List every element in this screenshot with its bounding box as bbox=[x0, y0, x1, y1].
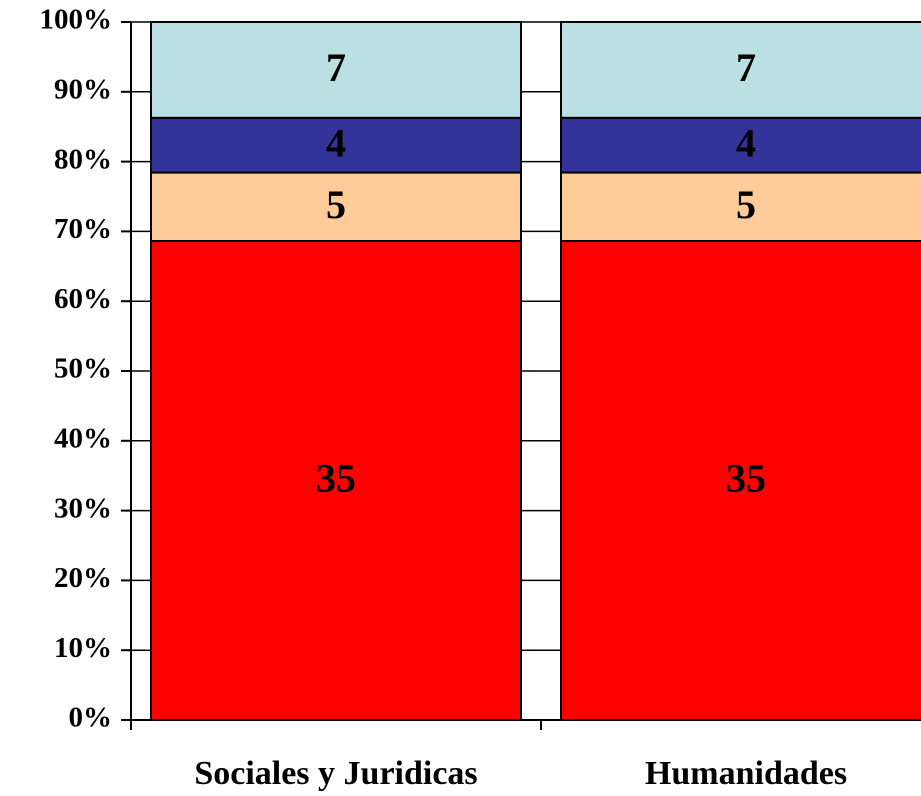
bar-segment bbox=[560, 171, 921, 242]
data-label: 4 bbox=[326, 120, 346, 165]
data-label: 7 bbox=[326, 45, 346, 90]
x-tick-label: Humanidades bbox=[645, 755, 847, 792]
bar-segment bbox=[560, 116, 921, 174]
bar-segment bbox=[150, 21, 522, 119]
bar-segment bbox=[560, 21, 921, 119]
data-label: 35 bbox=[726, 456, 766, 501]
y-tick-label: 70% bbox=[54, 213, 112, 245]
y-tick-label: 0% bbox=[69, 702, 113, 734]
x-tick-label: Sociales y Juridicas bbox=[194, 755, 477, 792]
data-label: 7 bbox=[736, 45, 756, 90]
bar-segment bbox=[150, 116, 522, 174]
y-tick-label: 90% bbox=[54, 73, 112, 105]
y-tick-label: 60% bbox=[54, 283, 112, 315]
y-tick-label: 80% bbox=[54, 143, 112, 175]
y-tick-label: 50% bbox=[54, 353, 112, 385]
data-label: 4 bbox=[736, 120, 756, 165]
data-label: 5 bbox=[326, 182, 346, 227]
y-tick-label: 100% bbox=[40, 4, 113, 36]
y-tick-label: 30% bbox=[54, 492, 112, 524]
y-tick-label: 40% bbox=[54, 422, 112, 454]
data-label: 5 bbox=[736, 182, 756, 227]
y-tick-label: 20% bbox=[54, 562, 112, 594]
bar-segment bbox=[150, 171, 522, 242]
y-tick-label: 10% bbox=[54, 632, 112, 664]
data-label: 35 bbox=[316, 456, 356, 501]
